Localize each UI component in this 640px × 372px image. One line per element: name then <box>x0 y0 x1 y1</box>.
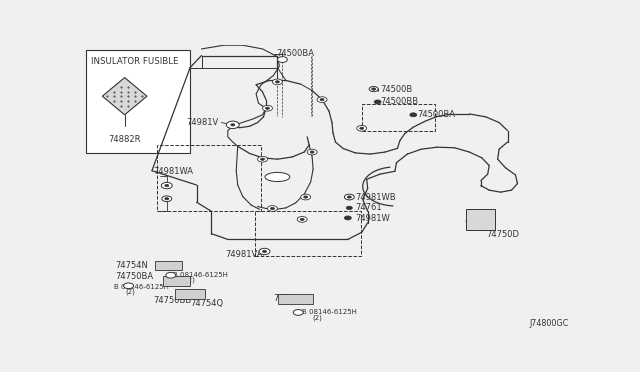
Circle shape <box>369 86 378 92</box>
Circle shape <box>275 81 280 83</box>
Text: 74981VA: 74981VA <box>225 250 262 259</box>
Text: 74981WB: 74981WB <box>355 193 396 202</box>
Text: 74750BB: 74750BB <box>154 296 191 305</box>
Circle shape <box>262 250 266 253</box>
Circle shape <box>165 185 169 187</box>
Text: 74882R: 74882R <box>108 135 141 144</box>
Text: 74981V: 74981V <box>187 118 219 127</box>
Circle shape <box>161 182 172 189</box>
Bar <box>163 276 190 286</box>
Bar <box>157 145 261 211</box>
Text: 74754N: 74754N <box>116 261 148 270</box>
Circle shape <box>317 97 327 103</box>
Circle shape <box>277 57 287 62</box>
Text: 74981W: 74981W <box>355 214 390 223</box>
Bar <box>86 50 190 154</box>
Polygon shape <box>102 78 147 115</box>
Circle shape <box>271 207 275 210</box>
Circle shape <box>304 196 308 198</box>
Text: 74500BB: 74500BB <box>380 97 418 106</box>
Circle shape <box>307 149 317 155</box>
Circle shape <box>320 99 324 101</box>
Circle shape <box>410 113 417 117</box>
Text: (2): (2) <box>185 276 195 283</box>
Bar <box>362 104 435 131</box>
Circle shape <box>344 194 355 200</box>
Text: 74981WA: 74981WA <box>154 167 193 176</box>
Circle shape <box>374 100 381 104</box>
Circle shape <box>268 206 277 211</box>
Circle shape <box>260 158 264 160</box>
Circle shape <box>259 248 270 254</box>
Circle shape <box>372 88 376 90</box>
Circle shape <box>346 206 352 210</box>
Circle shape <box>227 121 239 129</box>
Text: B: B <box>169 273 173 278</box>
Circle shape <box>162 196 172 202</box>
Circle shape <box>348 196 351 198</box>
Circle shape <box>293 310 303 315</box>
Text: 74754Q: 74754Q <box>190 299 223 308</box>
Text: 74750D: 74750D <box>486 230 520 239</box>
Text: 74500B: 74500B <box>380 84 412 93</box>
Circle shape <box>297 217 307 222</box>
Circle shape <box>262 105 273 111</box>
Circle shape <box>257 156 268 162</box>
Circle shape <box>273 79 282 85</box>
Ellipse shape <box>265 172 290 182</box>
Text: INSULATOR FUSIBLE: INSULATOR FUSIBLE <box>91 57 179 66</box>
Circle shape <box>231 124 235 126</box>
Circle shape <box>301 194 310 200</box>
Bar <box>255 211 361 256</box>
Text: B 08146-6125H: B 08146-6125H <box>302 310 357 315</box>
Circle shape <box>166 272 176 278</box>
Text: (2): (2) <box>312 314 322 321</box>
Circle shape <box>124 283 134 289</box>
Text: (2): (2) <box>125 288 136 295</box>
Bar <box>278 294 313 304</box>
Text: B 08146-6125H: B 08146-6125H <box>173 272 228 278</box>
Text: 74754: 74754 <box>273 295 300 304</box>
Bar <box>175 289 205 299</box>
Circle shape <box>165 198 169 200</box>
Text: B: B <box>127 283 131 288</box>
Circle shape <box>360 127 364 129</box>
Circle shape <box>300 218 304 221</box>
Circle shape <box>310 151 314 153</box>
Bar <box>155 261 182 270</box>
Text: J74800GC: J74800GC <box>529 319 568 328</box>
Circle shape <box>344 216 351 220</box>
Text: 74761: 74761 <box>355 203 382 212</box>
Text: 74500BA: 74500BA <box>276 48 314 58</box>
Bar <box>467 209 495 230</box>
Text: 74500BA: 74500BA <box>417 110 455 119</box>
Text: 74750BA: 74750BA <box>116 272 154 280</box>
Text: B: B <box>296 310 300 315</box>
Circle shape <box>266 107 269 109</box>
Text: B 08146-6125H: B 08146-6125H <box>114 284 168 290</box>
Circle shape <box>356 125 367 131</box>
